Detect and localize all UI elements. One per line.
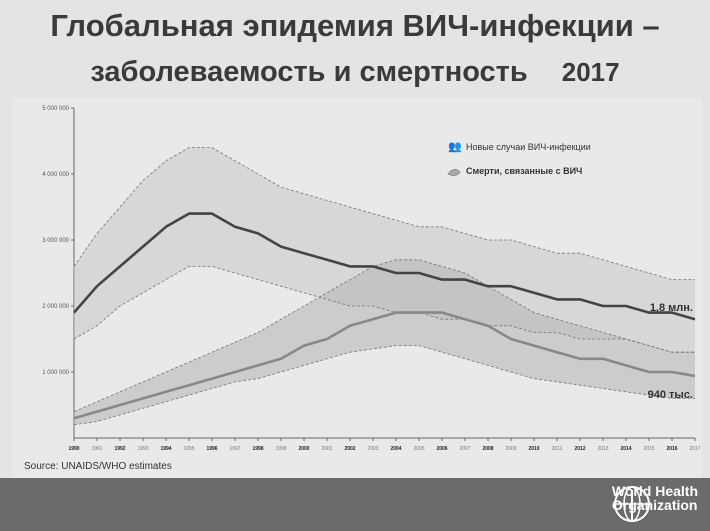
x-tick-label: 2007	[459, 446, 470, 452]
who-logo: World Health Organization	[612, 484, 698, 512]
x-tick-label: 1999	[275, 446, 286, 452]
x-tick-label: 2002	[344, 446, 355, 452]
legend-icon-new-cases: 👥	[448, 140, 462, 153]
x-tick-label: 2003	[367, 446, 378, 452]
x-tick-label: 1992	[114, 446, 125, 452]
who-emblem-icon	[612, 484, 652, 524]
x-tick-label: 1996	[206, 446, 217, 452]
series-end-label: 1,8 млн.	[650, 302, 693, 314]
x-tick-label: 2009	[505, 446, 516, 452]
x-tick-label: 2012	[574, 446, 585, 452]
x-tick-label: 2005	[413, 446, 424, 452]
x-tick-label: 2015	[643, 446, 654, 452]
x-tick-label: 2014	[620, 446, 631, 452]
chart-title-line1: Глобальная эпидемия ВИЧ-инфекции –	[0, 8, 710, 44]
y-tick-label: 1 000 000	[42, 370, 69, 376]
y-tick-label: 2 000 000	[42, 304, 69, 310]
x-tick-label: 1997	[229, 446, 240, 452]
footer-band	[0, 478, 710, 531]
x-tick-label: 1993	[137, 446, 148, 452]
chart-title-text: заболеваемость и смертность	[90, 56, 527, 88]
hiv-chart: 1 000 000 2 000 000 3 000 000 4 000 000 5 00…	[12, 98, 702, 478]
x-tick-label: 1995	[183, 446, 194, 452]
x-tick-label: 1998	[252, 446, 263, 452]
x-tick-label: 1990	[68, 446, 79, 452]
x-tick-label: 2010	[528, 446, 539, 452]
x-tick-label: 2006	[436, 446, 447, 452]
x-tick-label: 2001	[321, 446, 332, 452]
x-tick-label: 2011	[552, 446, 563, 452]
x-tick-label: 2008	[482, 446, 493, 452]
x-tick-label: 2013	[597, 446, 608, 452]
plot-area: 1 000 000 2 000 000 3 000 000 4 000 000 5 00…	[12, 98, 702, 478]
chart-title-line2: заболеваемость и смертность 2017	[0, 56, 710, 89]
x-tick-label: 2016	[666, 446, 677, 452]
chart-title-year: 2017	[562, 57, 620, 87]
legend-icon-deaths	[448, 169, 460, 175]
legend-label: Смерти, связанные с ВИЧ	[466, 166, 582, 176]
x-tick-label: 1991	[91, 446, 102, 452]
y-tick-label: 5 000 000	[42, 106, 69, 112]
x-tick-label: 2017	[689, 446, 700, 452]
y-tick-label: 3 000 000	[42, 238, 69, 244]
x-tick-label: 2004	[390, 446, 401, 452]
x-tick-label: 2000	[298, 446, 309, 452]
series-end-label: 940 тыс.	[648, 389, 693, 401]
legend-label: Новые случаи ВИЧ-инфекции	[466, 142, 591, 152]
source-note: Source: UNAIDS/WHO estimates	[24, 461, 172, 472]
y-tick-label: 4 000 000	[42, 172, 69, 178]
x-tick-label: 1994	[160, 446, 171, 452]
